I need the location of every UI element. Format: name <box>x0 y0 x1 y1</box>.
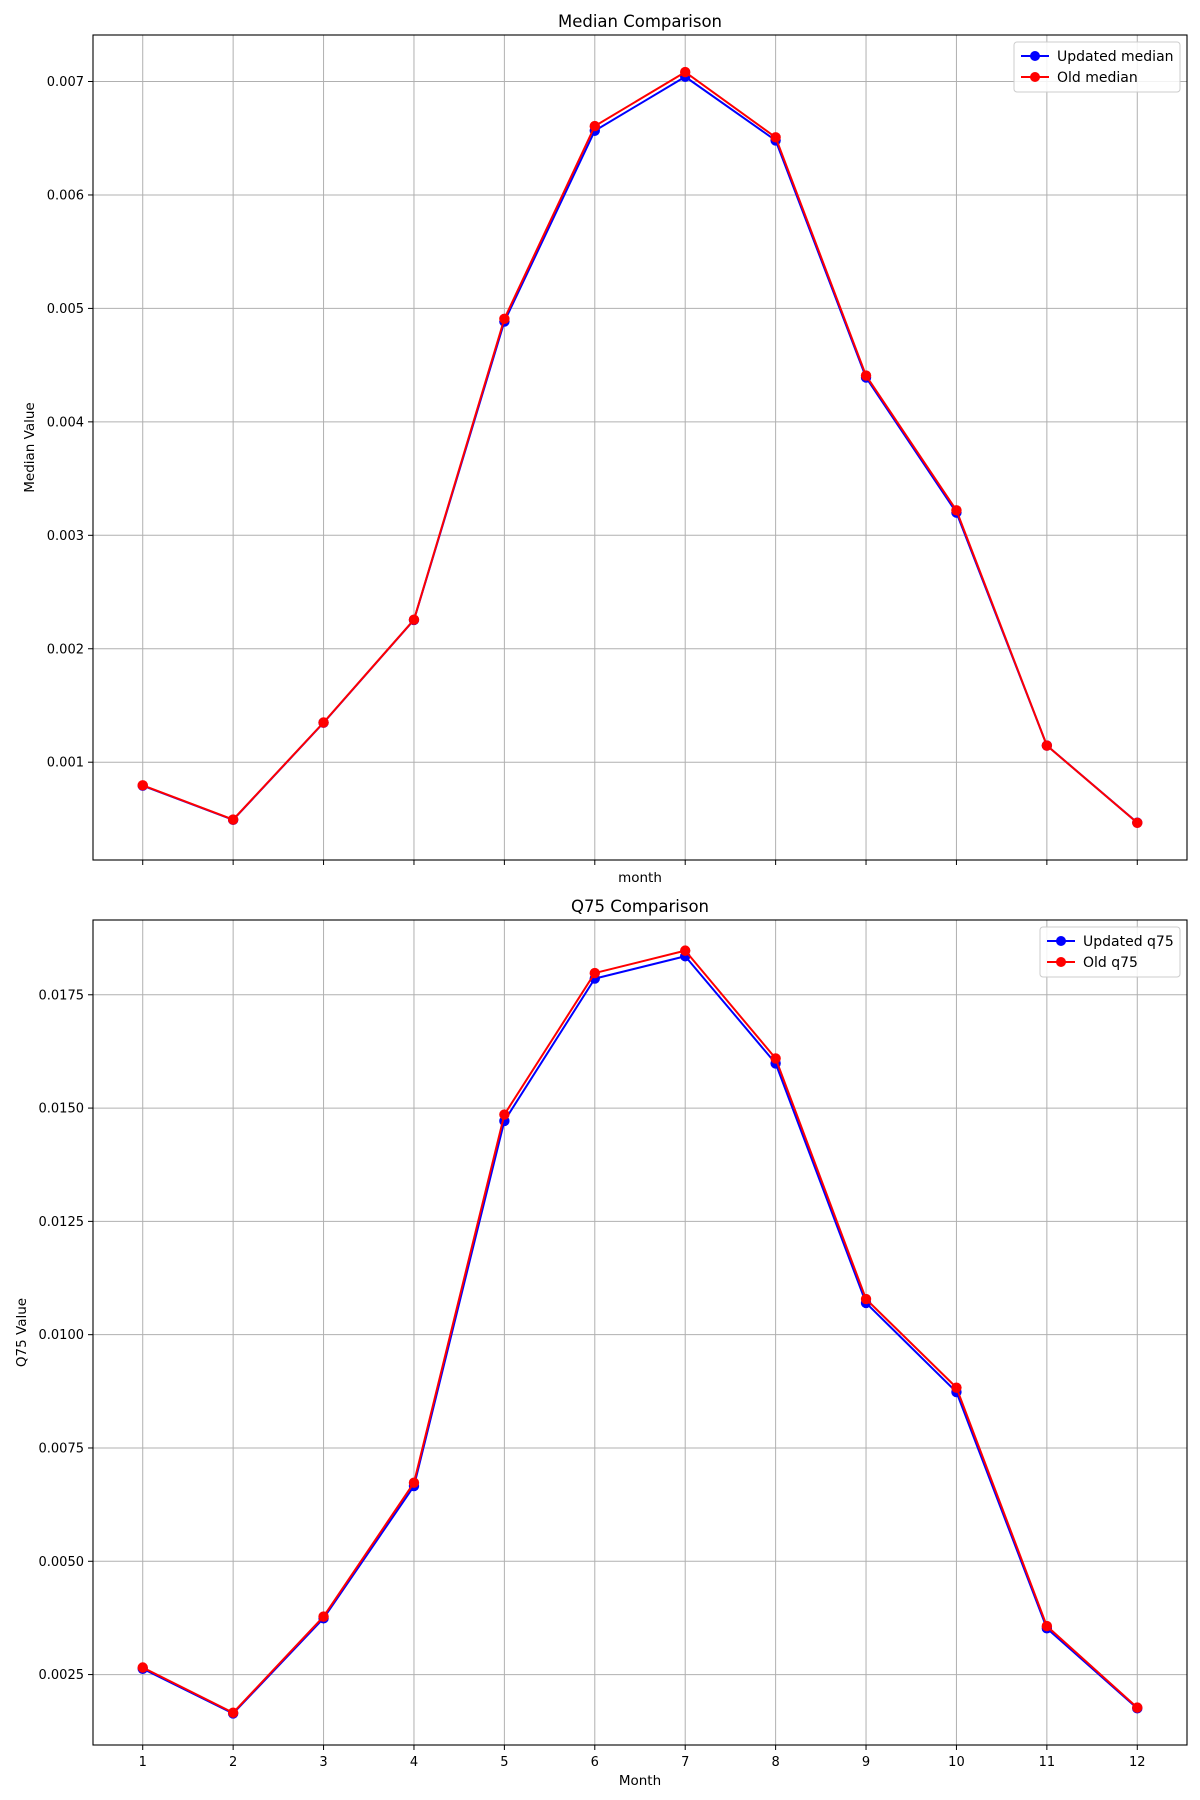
data-point <box>680 66 691 78</box>
subplot-2: 0.0025 0.0050 0.0075 0.0100 0.0125 0.0150 0.01… <box>14 897 1188 1789</box>
chart-title: Median Comparison <box>558 12 722 31</box>
series-line <box>142 71 1138 824</box>
legend-marker <box>1030 51 1040 61</box>
y-tick-label: 0.0125 <box>39 1215 85 1230</box>
legend-item: Updated q75 <box>1047 934 1174 950</box>
data-point <box>770 1053 781 1064</box>
data-point <box>227 1707 239 1718</box>
axes-frame <box>92 34 1188 861</box>
y-axis-label: Median Value <box>22 402 38 492</box>
axes-frame <box>92 919 1188 1746</box>
data-point <box>860 1293 872 1305</box>
series-old-q75 <box>137 945 1143 1718</box>
data-point <box>951 1382 962 1393</box>
legend-item: Old median <box>1021 70 1138 86</box>
data-point <box>770 132 781 143</box>
y-tick-label: 0.0100 <box>39 1328 85 1343</box>
legend-label: Updated q75 <box>1083 934 1174 950</box>
x-tick-label: 7 <box>681 1755 689 1770</box>
x-tick-label: 5 <box>500 1755 508 1770</box>
subplot-1: 0.001 0.002 0.003 0.004 0.005 0.006 0.007 Media… <box>22 12 1188 886</box>
data-point <box>1041 740 1053 751</box>
series-updated-median <box>137 71 1143 828</box>
x-tick-label: 12 <box>1129 1755 1146 1770</box>
series-line <box>142 949 1138 1714</box>
y-tick-label: 0.0175 <box>39 988 85 1003</box>
x-tick-label: 8 <box>771 1755 779 1770</box>
data-point <box>860 370 872 381</box>
series-line <box>142 75 1138 824</box>
y-tick-label: 0.005 <box>47 302 84 317</box>
legend-label: Old median <box>1057 70 1138 86</box>
data-point <box>408 614 420 625</box>
x-axis-label: Month <box>619 1773 661 1789</box>
x-tick-label: 2 <box>229 1755 237 1770</box>
legend-marker <box>1056 936 1066 946</box>
data-point <box>227 814 239 825</box>
legend: Updated q75 Old q75 <box>1039 926 1181 978</box>
legend-label: Old q75 <box>1083 955 1138 971</box>
data-point <box>499 1109 510 1120</box>
data-point <box>318 1611 329 1622</box>
chart-title: Q75 Comparison <box>571 897 709 916</box>
data-point <box>1132 1702 1143 1713</box>
y-tick-label: 0.001 <box>47 756 84 771</box>
legend: Updated median Old median <box>1013 41 1181 93</box>
x-tick-label: 4 <box>410 1755 418 1770</box>
y-tick-label: 0.004 <box>47 415 84 430</box>
y-tick-label: 0.003 <box>47 529 84 544</box>
y-tick-label: 0.007 <box>47 75 84 90</box>
series-line <box>142 955 1138 1715</box>
data-point <box>137 1662 148 1673</box>
legend-item: Old q75 <box>1047 955 1138 971</box>
data-point <box>1041 1620 1053 1632</box>
y-tick-label: 0.006 <box>47 188 84 203</box>
legend-marker <box>1030 72 1040 82</box>
x-tick-label: 9 <box>862 1755 870 1770</box>
y-tick-label: 0.0050 <box>39 1555 85 1570</box>
legend-item: Updated median <box>1021 49 1174 65</box>
y-tick-label: 0.0150 <box>39 1102 85 1117</box>
x-tick-label: 6 <box>591 1755 599 1770</box>
y-tick-label: 0.0025 <box>39 1668 85 1683</box>
data-point <box>680 945 691 956</box>
x-tick-label: 11 <box>1039 1755 1056 1770</box>
x-tick-label: 10 <box>948 1755 965 1770</box>
y-axis-label: Q75 Value <box>14 1298 30 1367</box>
data-point <box>589 120 600 132</box>
data-point <box>499 313 510 325</box>
legend-box <box>1039 926 1181 978</box>
y-tick-label: 0.0075 <box>39 1441 85 1456</box>
data-point <box>137 780 148 791</box>
data-point <box>1132 817 1143 828</box>
x-tick-label: 3 <box>319 1755 327 1770</box>
legend-marker <box>1056 957 1066 967</box>
y-tick-label: 0.002 <box>47 642 84 657</box>
x-axis-label: month <box>618 870 662 886</box>
data-point <box>589 967 600 979</box>
legend-box <box>1013 41 1181 93</box>
x-tick-label: 1 <box>139 1755 147 1770</box>
data-point <box>318 717 329 728</box>
legend-label: Updated median <box>1057 49 1174 65</box>
data-point <box>951 505 962 516</box>
data-point <box>408 1477 420 1488</box>
series-old-median <box>137 66 1143 828</box>
